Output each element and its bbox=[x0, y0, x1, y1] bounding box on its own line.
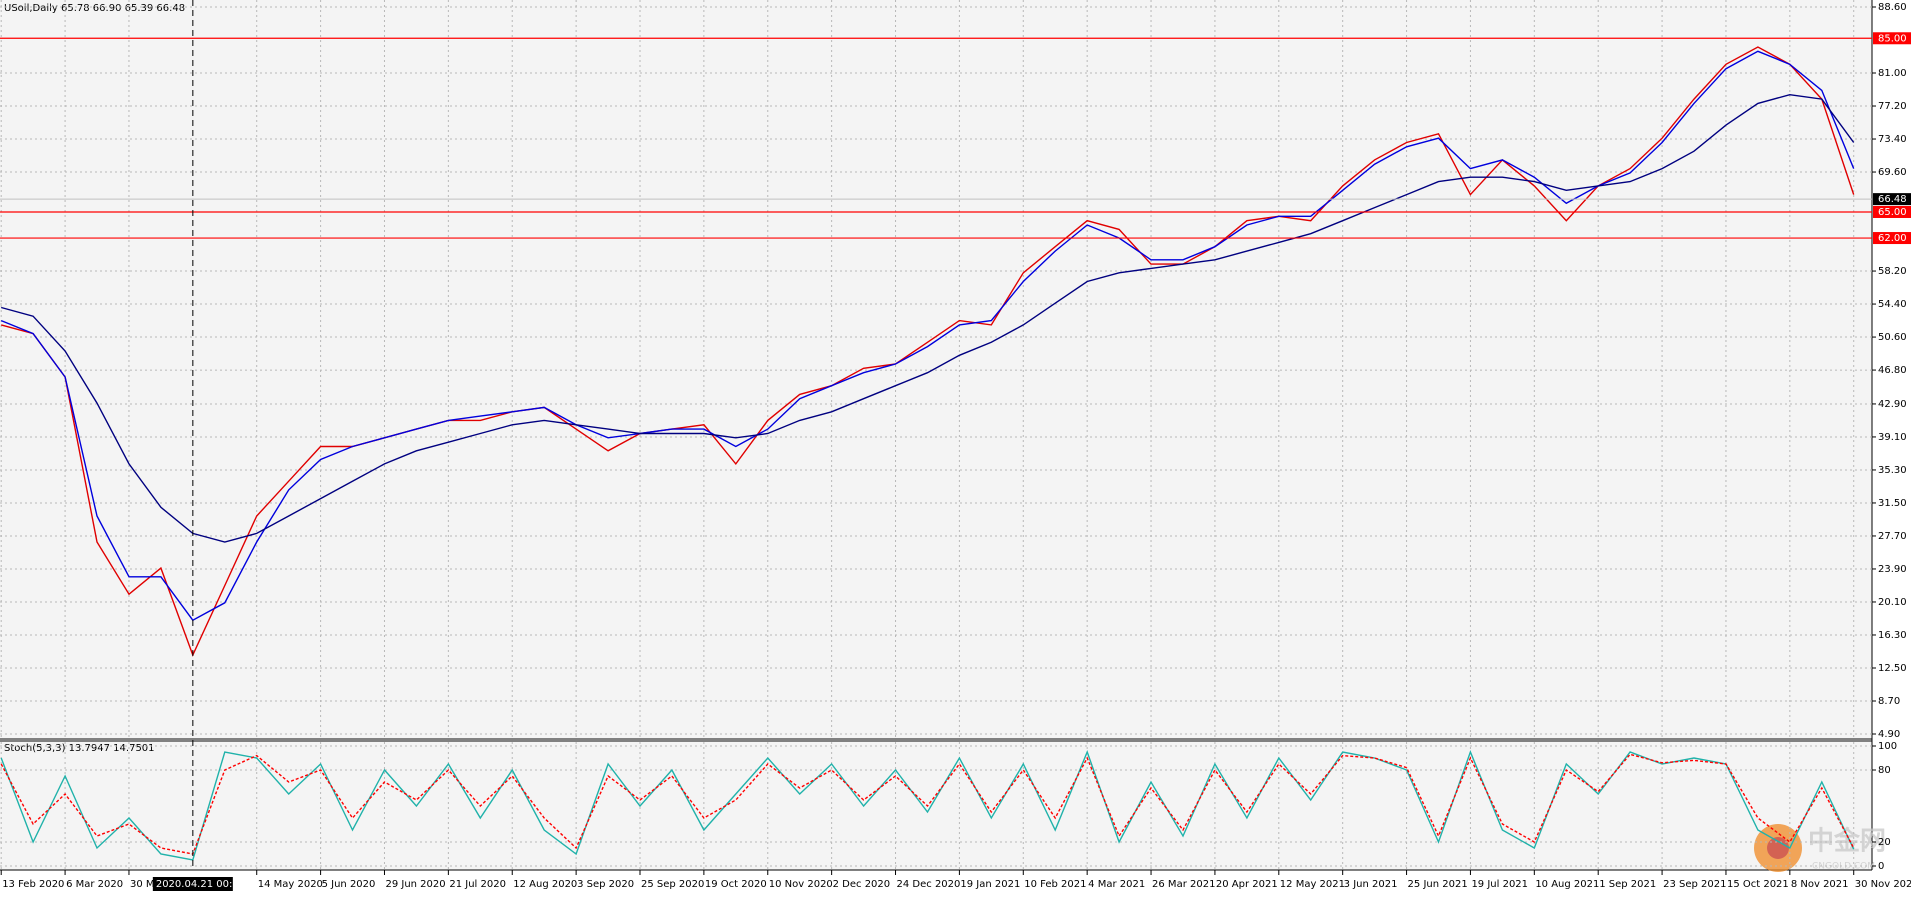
series-line bbox=[0, 50, 1855, 622]
y-tick-label: 4.90 bbox=[1878, 729, 1900, 740]
y-tick-label: 100 bbox=[1878, 741, 1897, 752]
y-tick-label: 46.80 bbox=[1878, 365, 1907, 376]
x-tick-label: 5 Jun 2020 bbox=[322, 879, 376, 890]
x-tick-label: 25 Sep 2020 bbox=[641, 879, 704, 890]
y-tick-label: 8.70 bbox=[1878, 696, 1900, 707]
series-line bbox=[1, 93, 1855, 543]
last-price-label: 66.48 bbox=[1878, 194, 1907, 205]
y-tick-label: 31.50 bbox=[1878, 498, 1907, 509]
x-tick-label: 29 Jun 2020 bbox=[385, 879, 445, 890]
x-tick-label: 19 Jan 2021 bbox=[960, 879, 1020, 890]
crosshair-label: 2020.04.21 00:00 bbox=[156, 879, 245, 890]
stoch-pane bbox=[0, 742, 1872, 870]
x-tick-label: 6 Mar 2020 bbox=[66, 879, 123, 890]
y-tick-label: 73.40 bbox=[1878, 134, 1907, 145]
x-tick-label: 12 May 2021 bbox=[1280, 879, 1345, 890]
y-tick-label: 54.40 bbox=[1878, 299, 1907, 310]
y-tick-label: 23.90 bbox=[1878, 564, 1907, 575]
y-tick-label: 80 bbox=[1878, 765, 1891, 776]
x-tick-label: 26 Mar 2021 bbox=[1152, 879, 1215, 890]
y-tick-label: 58.20 bbox=[1878, 266, 1907, 277]
x-tick-label: 13 Feb 2020 bbox=[2, 879, 64, 890]
x-tick-label: 19 Jul 2021 bbox=[1471, 879, 1528, 890]
y-tick-label: 50.60 bbox=[1878, 332, 1907, 343]
x-tick-label: 1 Sep 2021 bbox=[1599, 879, 1656, 890]
x-tick-label: 10 Aug 2021 bbox=[1535, 879, 1599, 890]
y-tick-label: 42.90 bbox=[1878, 399, 1907, 410]
x-tick-label: 8 Nov 2021 bbox=[1791, 879, 1849, 890]
x-tick-label: 15 Oct 2021 bbox=[1727, 879, 1789, 890]
crosshair-label-box bbox=[152, 877, 233, 891]
x-tick-label: 3 Sep 2020 bbox=[577, 879, 634, 890]
y-tick-label: 39.10 bbox=[1878, 432, 1907, 443]
y-tick-label: 27.70 bbox=[1878, 531, 1907, 542]
x-tick-label: 30 M bbox=[130, 879, 155, 890]
x-tick-label: 4 Mar 2021 bbox=[1088, 879, 1145, 890]
level-label-box bbox=[1873, 32, 1911, 45]
x-tick-label: 24 Dec 2020 bbox=[897, 879, 961, 890]
y-tick-label: 0 bbox=[1878, 861, 1884, 872]
level-label: 65.00 bbox=[1878, 207, 1907, 218]
watermark-site: CNGOLD.COM bbox=[1812, 862, 1875, 872]
level-label: 85.00 bbox=[1878, 33, 1907, 44]
level-label-box bbox=[1873, 232, 1911, 245]
y-tick-label: 35.30 bbox=[1878, 465, 1907, 476]
y-tick-label: 77.20 bbox=[1878, 101, 1907, 112]
x-tick-label: 10 Feb 2021 bbox=[1024, 879, 1086, 890]
y-tick-label: 12.50 bbox=[1878, 663, 1907, 674]
series-line bbox=[0, 753, 1855, 855]
price-pane bbox=[0, 0, 1872, 738]
x-tick-label: 2 Dec 2020 bbox=[833, 879, 891, 890]
y-tick-label: 69.60 bbox=[1878, 167, 1907, 178]
watermark: 中金网 CNGOLD.COM bbox=[1754, 824, 1886, 872]
last-price-box bbox=[1873, 193, 1911, 206]
x-tick-label: 25 Jun 2021 bbox=[1408, 879, 1468, 890]
x-tick-label: 14 May 2020 bbox=[258, 879, 323, 890]
y-tick-label: 16.30 bbox=[1878, 630, 1907, 641]
series-line bbox=[1, 46, 1855, 657]
stoch-title: Stoch(5,3,3) 13.7947 14.7501 bbox=[4, 743, 155, 754]
y-tick-label: 20.10 bbox=[1878, 597, 1907, 608]
x-tick-label: 19 Oct 2020 bbox=[705, 879, 767, 890]
watermark-icon-inner bbox=[1767, 837, 1789, 859]
x-tick-label: 10 Nov 2020 bbox=[769, 879, 833, 890]
level-label-box bbox=[1873, 205, 1911, 218]
watermark-logo: 中金网 bbox=[1808, 826, 1886, 857]
y-tick-label: 20 bbox=[1878, 837, 1891, 848]
x-tick-label: 20 Apr 2021 bbox=[1216, 879, 1278, 890]
x-tick-label: 21 Jul 2020 bbox=[449, 879, 506, 890]
x-tick-label: 12 Aug 2020 bbox=[513, 879, 577, 890]
chart-title: USoil,Daily 65.78 66.90 65.39 66.48 bbox=[4, 3, 185, 14]
level-label: 62.00 bbox=[1878, 233, 1907, 244]
x-tick-label: 30 Nov 2021 bbox=[1855, 879, 1911, 890]
x-tick-label: 23 Sep 2021 bbox=[1663, 879, 1726, 890]
y-tick-label: 81.00 bbox=[1878, 68, 1907, 79]
y-tick-label: 88.60 bbox=[1878, 2, 1907, 13]
x-tick-label: 3 Jun 2021 bbox=[1344, 879, 1398, 890]
